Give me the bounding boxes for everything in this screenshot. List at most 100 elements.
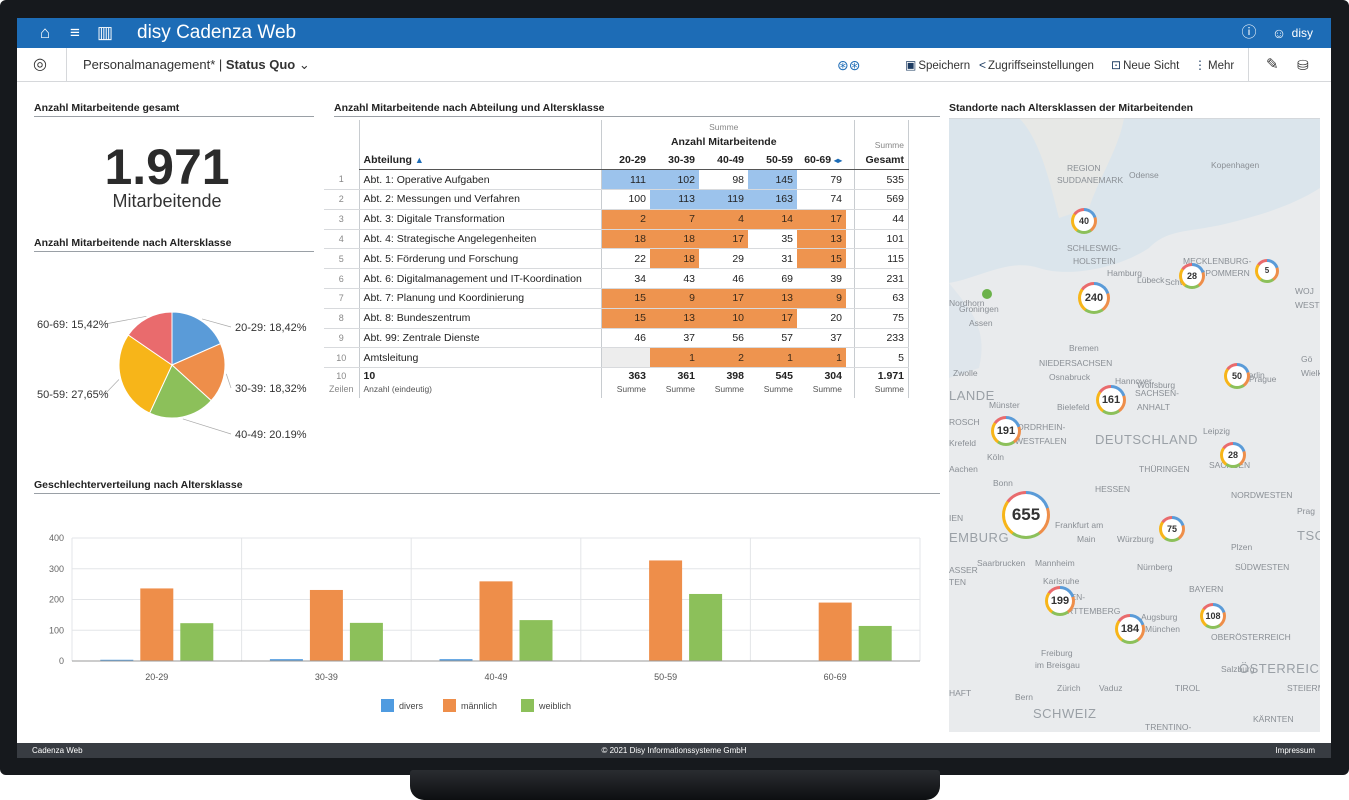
table-cell[interactable]: 2 xyxy=(699,347,748,369)
table-cell[interactable]: 37 xyxy=(650,328,699,349)
table-cell[interactable]: 98 xyxy=(699,169,748,191)
table-cell[interactable]: 163 xyxy=(748,189,797,210)
table-cell[interactable]: 17 xyxy=(748,308,797,329)
map-view[interactable]: REGION SUDDANEMARK Odense Kopenhagen SCHLESW… xyxy=(949,118,1320,732)
table-cell[interactable]: 13 xyxy=(650,308,699,329)
table-cell[interactable]: 20 xyxy=(797,308,846,329)
table-cell[interactable]: 39 xyxy=(797,268,846,290)
table-cell[interactable]: 9 xyxy=(797,288,846,309)
table-cell[interactable]: 7 xyxy=(650,209,699,230)
table-row[interactable]: 2 Abt. 2: Messungen und Verfahren 100 113 11… xyxy=(324,189,909,210)
footer-impressum-link[interactable]: Impressum xyxy=(1275,746,1315,755)
edit-icon[interactable]: ✎ xyxy=(1266,56,1279,73)
bar-weiblich-20-29[interactable] xyxy=(180,623,214,661)
table-cell[interactable]: 17 xyxy=(699,288,748,309)
table-cell[interactable]: 46 xyxy=(600,328,650,349)
bar-divers-30-39[interactable] xyxy=(269,659,303,661)
table-row[interactable]: 10 Amtsleitung 1 2 1 1 5 xyxy=(324,347,909,369)
sort-icon[interactable]: ▲ xyxy=(414,154,424,165)
breadcrumb-view[interactable]: Status Quo xyxy=(225,57,296,72)
legend-label-weiblich[interactable]: weiblich xyxy=(538,701,571,711)
table-cell[interactable]: 56 xyxy=(699,328,748,349)
menu-icon[interactable]: ≡ xyxy=(70,23,80,42)
more-button[interactable]: ⋮ Mehr xyxy=(1194,48,1234,83)
map-cluster-marker[interactable]: 108 xyxy=(1200,603,1226,629)
column-header-20-29[interactable]: 20-29 xyxy=(600,150,650,171)
bar-weiblich-40-49[interactable] xyxy=(519,620,553,661)
table-cell[interactable]: 1 xyxy=(797,347,846,369)
column-header-30-39[interactable]: 30-39 xyxy=(650,150,699,171)
map-cluster-marker[interactable]: 5 xyxy=(1255,259,1279,283)
bar-männlich-50-59[interactable] xyxy=(649,560,683,661)
table-cell[interactable]: 17 xyxy=(699,229,748,250)
scroll-columns-icon[interactable]: ◂▸ xyxy=(833,155,842,165)
table-cell[interactable]: 35 xyxy=(748,229,797,250)
table-cell[interactable]: 9 xyxy=(650,288,699,309)
column-header-60-69[interactable]: 60-69 ◂▸ xyxy=(797,150,846,171)
table-cell[interactable]: 57 xyxy=(748,328,797,349)
table-cell[interactable]: 145 xyxy=(748,169,797,191)
table-cell[interactable]: 2 xyxy=(600,209,650,230)
table-cell[interactable]: 13 xyxy=(748,288,797,309)
table-cell[interactable]: 18 xyxy=(650,248,699,270)
database-icon[interactable]: ⛁ xyxy=(1297,57,1309,73)
legend-swatch-männlich[interactable] xyxy=(443,699,456,712)
column-header-gesamt[interactable]: Gesamt xyxy=(854,150,909,171)
pie-slice-50-59[interactable] xyxy=(118,334,173,414)
bar-weiblich-60-69[interactable] xyxy=(858,625,892,661)
legend-swatch-weiblich[interactable] xyxy=(521,699,534,712)
table-cell[interactable]: 15 xyxy=(797,248,846,270)
table-cell[interactable]: 74 xyxy=(797,189,846,210)
table-cell[interactable]: 1 xyxy=(748,347,797,369)
chevron-down-icon[interactable]: ⌄ xyxy=(298,57,310,72)
table-cell[interactable]: 17 xyxy=(797,209,846,230)
table-cell[interactable]: 22 xyxy=(600,248,650,270)
table-cell[interactable]: 29 xyxy=(699,248,748,270)
map-cluster-marker[interactable]: 191 xyxy=(991,416,1021,446)
table-cell[interactable]: 15 xyxy=(600,308,650,329)
access-settings-button[interactable]: < Zugriffseinstellungen xyxy=(979,48,1094,83)
table-cell[interactable]: 13 xyxy=(797,229,846,250)
table-row[interactable]: 5 Abt. 5: Förderung und Forschung 22 18 29 31… xyxy=(324,248,909,270)
table-cell[interactable]: 43 xyxy=(650,268,699,290)
map-cluster-marker[interactable]: 199 xyxy=(1045,586,1075,616)
bar-männlich-60-69[interactable] xyxy=(818,602,852,661)
breadcrumb-workbook[interactable]: Personalmanagement* xyxy=(83,57,216,72)
bar-männlich-40-49[interactable] xyxy=(479,581,513,661)
column-header-50-59[interactable]: 50-59 xyxy=(748,150,797,171)
bar-divers-40-49[interactable] xyxy=(439,659,473,661)
table-row[interactable]: 9 Abt. 99: Zentrale Dienste 46 37 56 57 37 233 xyxy=(324,328,909,349)
help-icon[interactable]: ⓘ xyxy=(1241,24,1257,41)
map-cluster-marker[interactable]: 240 xyxy=(1078,282,1110,314)
navigator-icon[interactable]: ◎ xyxy=(33,56,47,73)
table-cell[interactable]: 15 xyxy=(600,288,650,309)
save-button[interactable]: ▣ Speichern xyxy=(905,48,970,83)
table-cell[interactable]: 111 xyxy=(600,169,650,191)
selection-icon[interactable]: ⊛⊛ xyxy=(837,57,861,73)
table-cell[interactable]: 69 xyxy=(748,268,797,290)
map-cluster-marker[interactable]: 50 xyxy=(1224,363,1250,389)
table-row[interactable]: 7 Abt. 7: Planung und Koordinierung 15 9 17 1… xyxy=(324,288,909,309)
map-cluster-marker[interactable]: 161 xyxy=(1096,385,1126,415)
table-cell[interactable] xyxy=(600,347,650,369)
bar-weiblich-50-59[interactable] xyxy=(689,593,723,661)
map-icon[interactable]: ▥ xyxy=(96,23,114,42)
table-row[interactable]: 6 Abt. 6: Digitalmanagement und IT-Koordi… xyxy=(324,268,909,290)
map-cluster-marker[interactable]: 75 xyxy=(1159,516,1185,542)
pie-slice-30-39[interactable] xyxy=(171,343,226,402)
table-cell[interactable]: 31 xyxy=(748,248,797,270)
table-cell[interactable]: 119 xyxy=(699,189,748,210)
column-header-40-49[interactable]: 40-49 xyxy=(699,150,748,171)
table-cell[interactable]: 18 xyxy=(600,229,650,250)
user-name[interactable]: disy xyxy=(1291,26,1313,40)
legend-label-männlich[interactable]: männlich xyxy=(461,701,497,711)
table-cell[interactable]: 37 xyxy=(797,328,846,349)
table-row[interactable]: 8 Abt. 8: Bundeszentrum 15 13 10 17 20 75 xyxy=(324,308,909,329)
table-row[interactable]: 3 Abt. 3: Digitale Transformation 2 7 4 14 17 4… xyxy=(324,209,909,230)
table-row[interactable]: 4 Abt. 4: Strategische Angelegenheiten 18 1… xyxy=(324,229,909,250)
table-cell[interactable]: 10 xyxy=(699,308,748,329)
pie-slice-60-69[interactable] xyxy=(127,311,173,366)
table-cell[interactable]: 113 xyxy=(650,189,699,210)
table-cell[interactable]: 79 xyxy=(797,169,846,191)
table-cell[interactable]: 4 xyxy=(699,209,748,230)
